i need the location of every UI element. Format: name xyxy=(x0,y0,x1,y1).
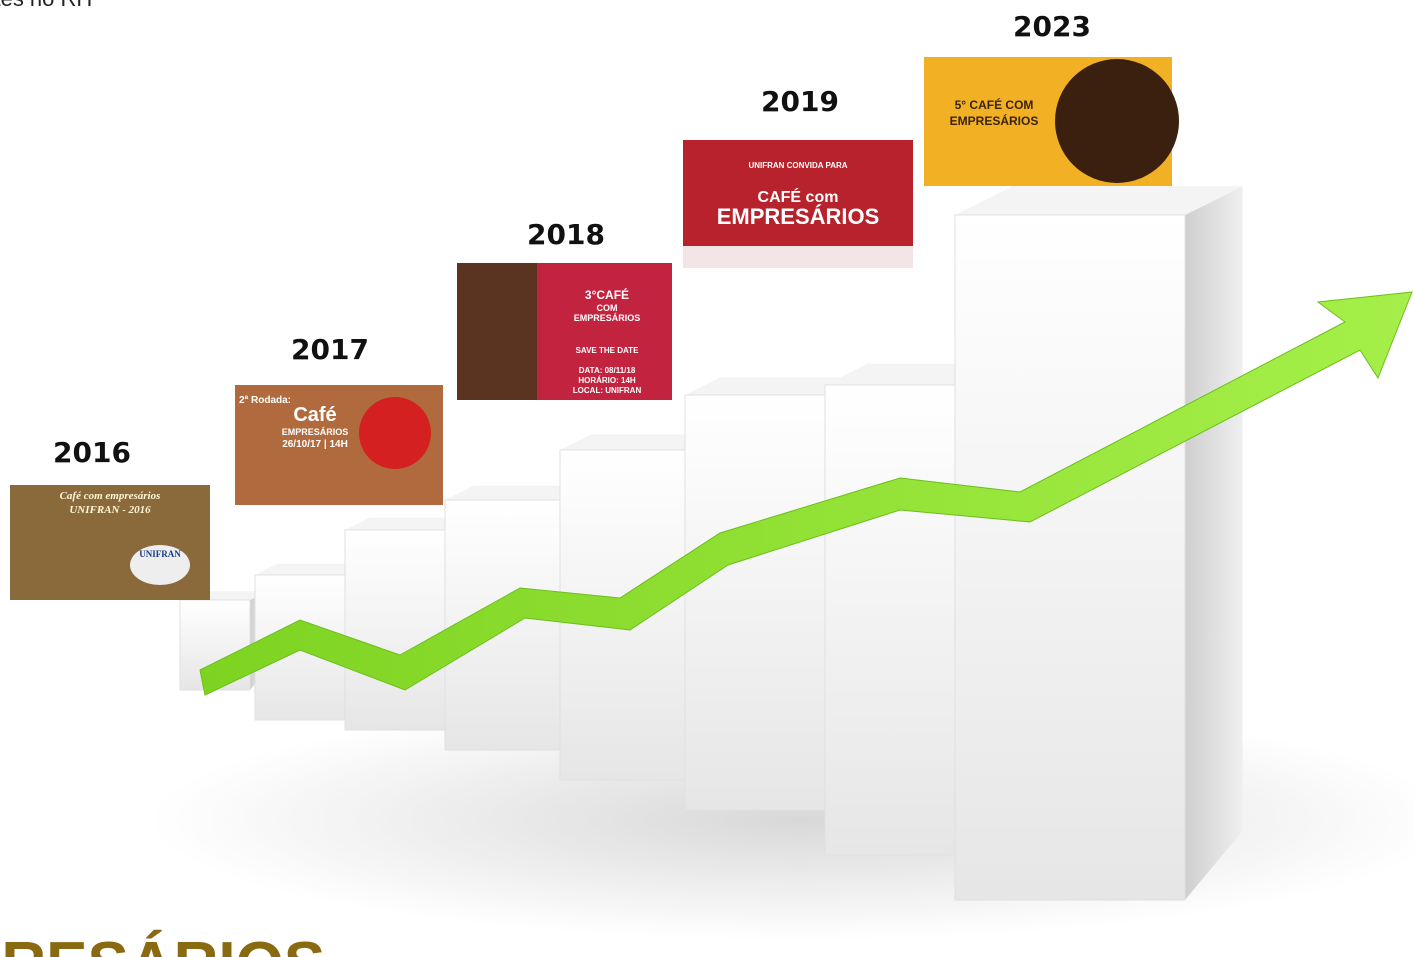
year-label: 2016 xyxy=(53,436,131,469)
year-label: 2023 xyxy=(1013,10,1091,43)
bar-top xyxy=(445,485,589,500)
year-label: 2019 xyxy=(761,85,839,118)
bar-front xyxy=(954,214,1186,901)
green-arrow xyxy=(199,291,1413,696)
poster-text: 5° CAFÉ COM xyxy=(955,97,1034,112)
poster-text: 2ª Rodada: xyxy=(239,395,291,406)
poster: Café com empresários UNIFRAN - 2016 UNIFRA… xyxy=(10,485,210,600)
bar-top xyxy=(560,434,717,450)
bar-front xyxy=(344,529,446,731)
poster-text: CAFÉ com xyxy=(758,187,839,206)
poster-text: COM xyxy=(597,303,618,313)
poster-background xyxy=(10,485,210,600)
footer-text: PRESÁRIOS xyxy=(0,930,325,957)
poster-text: Café xyxy=(293,404,336,426)
poster-photo xyxy=(457,263,537,400)
poster-text: DATA: 08/11/18 xyxy=(579,366,636,375)
bar-top xyxy=(255,563,368,575)
poster-text: SAVE THE DATE xyxy=(576,346,639,355)
timeline: 2016 Café com empresários UNIFRAN - 2016 UN… xyxy=(10,10,1179,600)
bar-side xyxy=(1185,186,1243,900)
poster-cup xyxy=(359,397,431,469)
poster-text: UNIFRAN CONVIDA PARA xyxy=(748,161,847,170)
poster-text: EMPRESÁRIOS xyxy=(574,313,641,323)
poster-text: EMPRESÁRIOS xyxy=(950,113,1039,128)
year-label: 2018 xyxy=(527,218,605,251)
poster-text: EMPRESÁRIOS xyxy=(282,427,349,437)
year-label: 2017 xyxy=(291,333,369,366)
poster-text: 3°CAFÉ xyxy=(585,287,629,302)
poster-text: LOCAL: UNIFRAN xyxy=(573,386,642,395)
bar-top xyxy=(955,186,1243,215)
header-text: antes no RH xyxy=(0,0,92,11)
poster-text: 26/10/17 | 14H xyxy=(282,439,348,450)
poster-text: UNIFRAN xyxy=(139,549,181,559)
poster-text: Café com empresários xyxy=(60,490,161,502)
bar-graphic xyxy=(179,186,1243,901)
poster-band xyxy=(683,246,913,268)
bar-front xyxy=(684,394,826,811)
poster-text: UNIFRAN - 2016 xyxy=(69,504,151,516)
bar-top xyxy=(685,377,860,395)
poster-text: EMPRESÁRIOS xyxy=(717,204,880,229)
poster-cup xyxy=(130,545,190,585)
poster-text: HORÁRIO: 14H xyxy=(578,376,636,385)
bar-top xyxy=(345,517,470,530)
poster-coffee xyxy=(1055,59,1179,183)
